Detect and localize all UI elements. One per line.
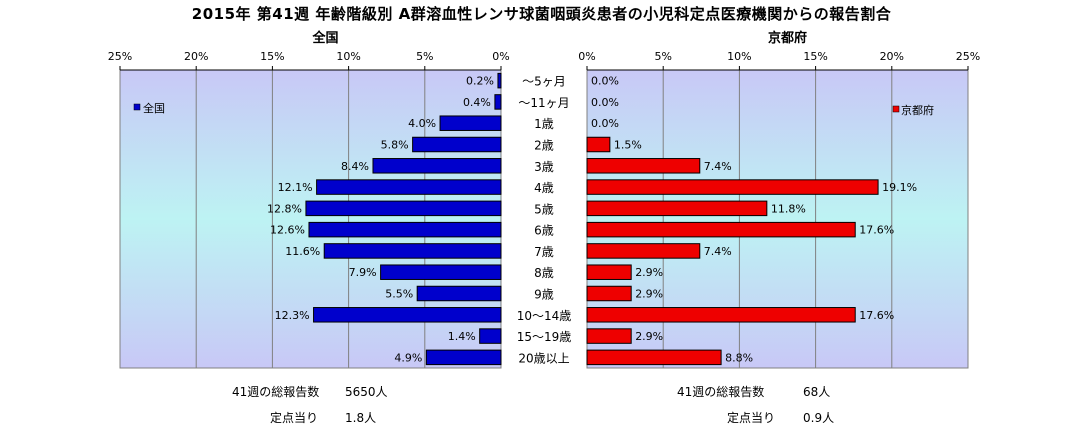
- national-bar: [308, 221, 502, 238]
- national-bar: [416, 285, 502, 302]
- national-bar: [380, 264, 502, 280]
- national-data-label: 0.2%: [466, 75, 494, 88]
- kyoto-bar: [586, 221, 856, 238]
- category-label: 7歳: [534, 245, 554, 259]
- national-data-label: 12.8%: [267, 202, 302, 215]
- kyoto-bar: [586, 328, 632, 344]
- national-tick-label: 20%: [184, 50, 208, 63]
- national-data-label: 12.3%: [275, 309, 310, 322]
- category-label: 10〜14歳: [517, 309, 572, 323]
- category-label: 〜5ヶ月: [522, 75, 566, 89]
- category-label: 8歳: [534, 266, 554, 280]
- national-data-label: 5.5%: [385, 288, 413, 301]
- kyoto-legend-swatch: [892, 105, 900, 113]
- category-label: 〜11ヶ月: [518, 96, 569, 110]
- national-bar: [372, 158, 502, 174]
- kyoto-bar: [586, 285, 632, 302]
- national-data-label: 4.0%: [408, 117, 436, 130]
- national-bar: [479, 328, 502, 344]
- category-label: 1歳: [534, 117, 554, 131]
- kyoto-bar: [586, 179, 879, 195]
- national-legend-swatch: [133, 103, 141, 111]
- kyoto-data-label: 7.4%: [704, 160, 732, 173]
- national-bar: [494, 94, 502, 110]
- national-tick-label: 15%: [260, 50, 284, 63]
- national-data-label: 11.6%: [285, 245, 320, 258]
- kyoto-panel-title: 京都府: [768, 30, 807, 46]
- national-total-label: 41週の総報告数: [232, 385, 320, 399]
- kyoto-legend-label: 京都府: [901, 103, 934, 117]
- kyoto-data-label: 7.4%: [704, 245, 732, 258]
- kyoto-bar: [586, 264, 632, 280]
- national-bar: [316, 179, 502, 195]
- category-label: 6歳: [534, 224, 554, 238]
- national-tick-label: 25%: [108, 50, 132, 63]
- national-per-label: 定点当り: [270, 411, 319, 425]
- category-label: 4歳: [534, 181, 554, 195]
- national-data-label: 8.4%: [341, 160, 369, 173]
- kyoto-data-label: 1.5%: [614, 139, 642, 152]
- kyoto-data-label: 17.6%: [859, 309, 894, 322]
- category-label: 9歳: [534, 288, 554, 302]
- national-bar: [439, 115, 502, 131]
- national-tick-label: 0%: [492, 50, 509, 63]
- national-per-value: 1.8人: [345, 411, 377, 425]
- kyoto-data-label: 19.1%: [882, 181, 917, 194]
- category-label: 15〜19歳: [517, 330, 572, 344]
- national-data-label: 7.9%: [349, 266, 377, 279]
- kyoto-data-label: 0.0%: [591, 75, 619, 88]
- national-bar: [425, 349, 502, 366]
- national-data-label: 1.4%: [448, 330, 476, 343]
- kyoto-bar: [586, 307, 856, 323]
- kyoto-tick-label: 20%: [880, 50, 904, 63]
- national-panel-title: 全国: [311, 30, 338, 46]
- kyoto-bar: [586, 158, 701, 174]
- national-plot-area: [119, 69, 502, 369]
- chart-title: 2015年 第41週 年齢階級別 A群溶血性レンサ球菌咽頭炎患者の小児科定点医療…: [191, 5, 892, 23]
- category-label: 2歳: [534, 139, 554, 153]
- national-bar: [497, 72, 502, 89]
- kyoto-per-label: 定点当り: [727, 411, 776, 425]
- kyoto-data-label: 11.8%: [771, 202, 806, 215]
- national-bar: [323, 243, 502, 259]
- kyoto-bar: [586, 136, 611, 153]
- national-data-label: 4.9%: [394, 351, 422, 364]
- kyoto-data-label: 2.9%: [635, 266, 663, 279]
- kyoto-bar: [586, 200, 768, 217]
- national-tick-label: 5%: [416, 50, 433, 63]
- national-bar: [305, 200, 502, 217]
- kyoto-tick-label: 15%: [803, 50, 827, 63]
- kyoto-data-label: 8.8%: [725, 351, 753, 364]
- national-data-label: 0.4%: [463, 96, 491, 109]
- kyoto-tick-label: 25%: [956, 50, 980, 63]
- national-data-label: 12.1%: [278, 181, 313, 194]
- kyoto-per-value: 0.9人: [803, 411, 835, 425]
- category-label: 3歳: [534, 160, 554, 174]
- national-legend-label: 全国: [143, 101, 165, 115]
- category-label: 5歳: [534, 202, 554, 216]
- kyoto-tick-label: 0%: [578, 50, 595, 63]
- kyoto-data-label: 2.9%: [635, 288, 663, 301]
- kyoto-bar: [586, 349, 722, 366]
- kyoto-total-label: 41週の総報告数: [677, 385, 765, 399]
- category-label: 20歳以上: [518, 351, 569, 365]
- kyoto-data-label: 0.0%: [591, 117, 619, 130]
- national-data-label: 12.6%: [270, 224, 305, 237]
- national-tick-label: 10%: [336, 50, 360, 63]
- national-bar: [412, 136, 502, 153]
- kyoto-data-label: 17.6%: [859, 224, 894, 237]
- national-total-value: 5650人: [345, 385, 388, 399]
- kyoto-data-label: 0.0%: [591, 96, 619, 109]
- kyoto-bar: [586, 243, 701, 259]
- kyoto-data-label: 2.9%: [635, 330, 663, 343]
- national-bar: [313, 307, 502, 323]
- national-data-label: 5.8%: [381, 139, 409, 152]
- kyoto-tick-label: 5%: [654, 50, 671, 63]
- kyoto-total-value: 68人: [803, 385, 831, 399]
- kyoto-tick-label: 10%: [727, 50, 751, 63]
